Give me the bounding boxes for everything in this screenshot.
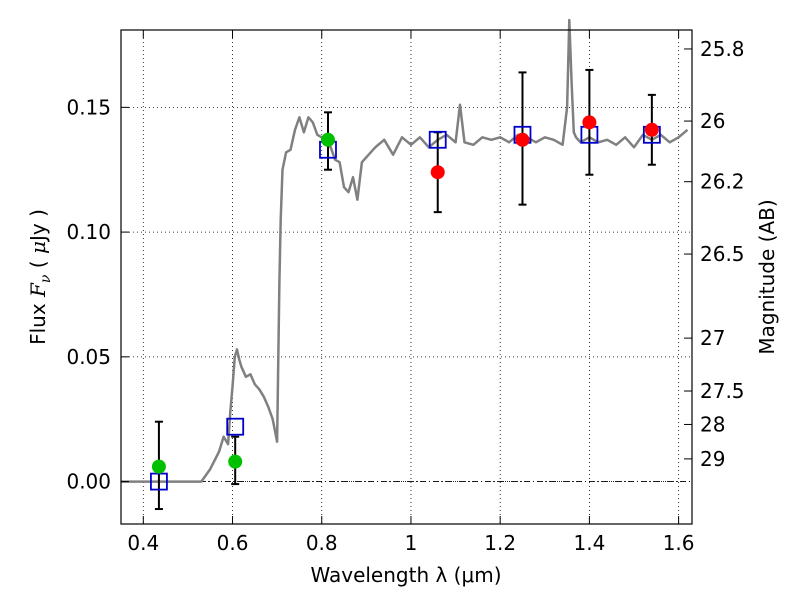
x-tick-label: 1.2: [484, 531, 516, 555]
observed-photometry-point: [228, 454, 243, 469]
observed-photometry-point: [644, 122, 659, 137]
x-ticks: 0.4 0.6 0.8 1 1.2 1.4 1.6: [127, 30, 695, 555]
y2-tick-label: 26.2: [700, 170, 745, 194]
y-axis-label-text: Flux: [26, 297, 50, 345]
model-photometry-square: [428, 130, 447, 149]
y-axis-label-subscript: ν: [38, 274, 54, 283]
x-tick-label: 0.8: [306, 531, 338, 555]
y2-tick-label: 25.8: [700, 37, 745, 61]
x-tick-label: 1.6: [663, 531, 695, 555]
y-tick-label: 0.15: [66, 95, 111, 119]
x-tick-label: 1.4: [573, 531, 605, 555]
y2-tick-label: 28: [700, 412, 725, 436]
observed-photometry-point: [515, 132, 530, 147]
y2-axis-label: Magnitude (AB): [755, 199, 779, 354]
y-axis-label-symbol: F: [26, 282, 50, 298]
y2-tick-label: 27.5: [700, 379, 745, 403]
y-axis-label-paren: (: [26, 254, 50, 275]
model-photometry-square: [226, 417, 245, 436]
x-tick-label: 0.6: [217, 531, 249, 555]
observed-photometry-point: [582, 115, 597, 130]
y-tick-label: 0.00: [66, 470, 111, 494]
y-axis-label-unit: Jy ): [26, 209, 50, 243]
y-tick-label: 0.10: [66, 220, 111, 244]
y2-tick-label: 26.5: [700, 242, 745, 266]
x-tick-label: 0.4: [127, 531, 159, 555]
y-ticks: 0.00 0.05 0.10 0.15: [66, 95, 129, 494]
observed-photometry-point: [151, 459, 166, 474]
y-axis-label: Flux Fν ( μJy ): [26, 209, 54, 345]
y2-tick-label: 26: [700, 109, 725, 133]
x-tick-label: 1: [405, 531, 418, 555]
y-axis-label-mu: μ: [26, 241, 50, 254]
observed-photometry-point: [430, 165, 445, 180]
observed-photometry-group: [151, 115, 659, 474]
x-axis-label: Wavelength λ (μm): [310, 563, 501, 587]
model-spectrum-group: [121, 18, 689, 483]
observed-photometry-point: [320, 132, 335, 147]
plot-frame: [120, 29, 693, 525]
model-spectrum-line: [121, 18, 689, 483]
y2-tick-label: 29: [700, 447, 725, 471]
y2-tick-label: 27: [700, 326, 725, 350]
y-tick-label: 0.05: [66, 345, 111, 369]
y2-ticks: 25.8 26 26.2 26.5 27 27.5 28 29: [684, 37, 745, 471]
